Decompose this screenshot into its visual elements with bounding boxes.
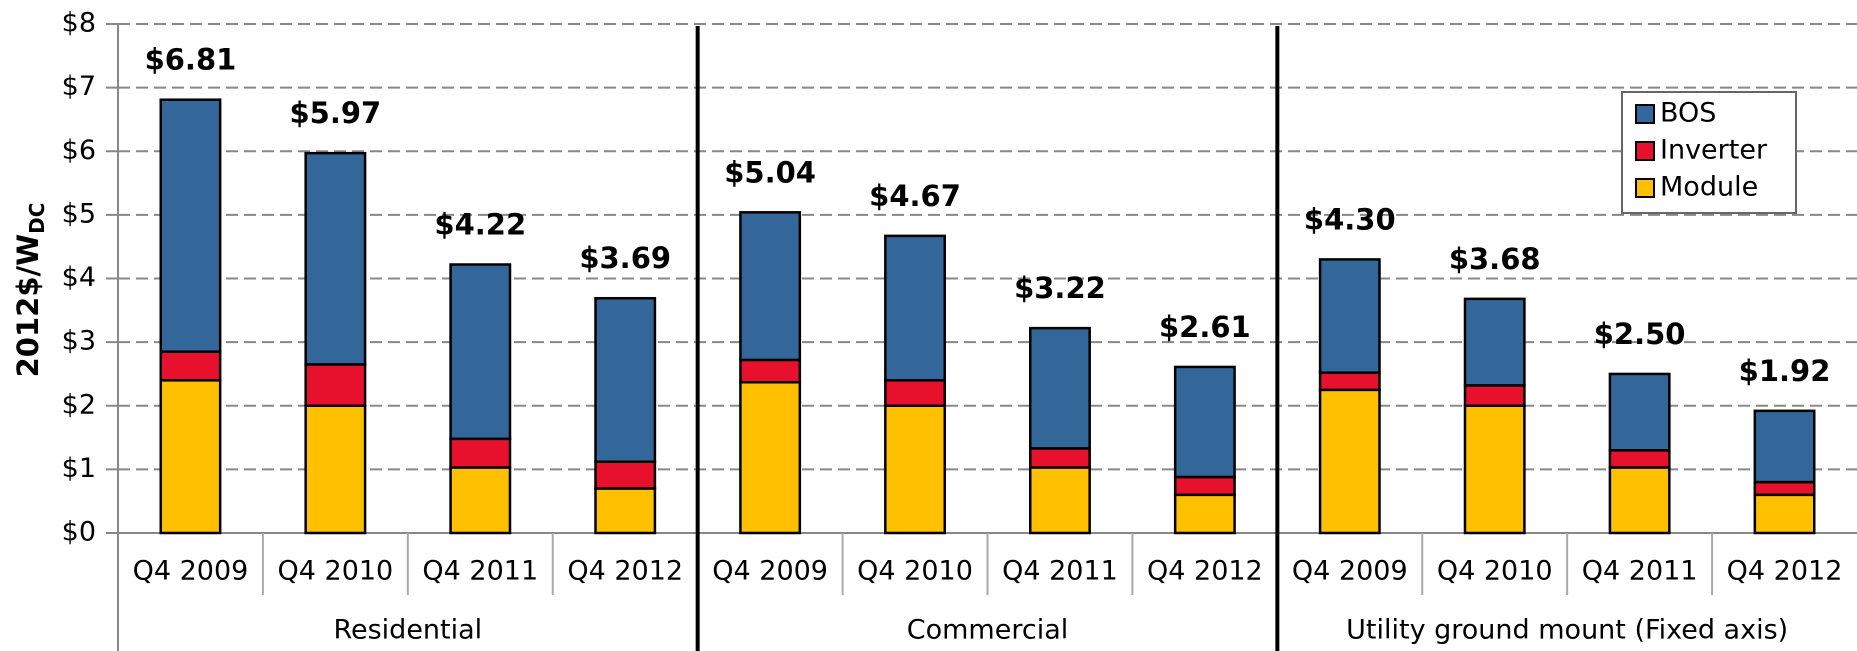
bar-segment [884, 234, 946, 382]
bar-segment [449, 466, 512, 535]
total-label: $3.22 [1014, 271, 1106, 305]
bar-segment [884, 404, 946, 535]
bar-segment [1173, 365, 1236, 479]
group-label: Utility ground mount (Fixed axis) [1346, 615, 1788, 646]
total-label: $1.92 [1739, 354, 1831, 388]
x-tick-label: Q4 2011 [1002, 556, 1118, 587]
group-label: Residential [333, 615, 482, 646]
bar-segment [1753, 409, 1816, 484]
x-tick-label: Q4 2009 [712, 556, 828, 587]
y-tick-label: $4 [62, 262, 96, 293]
bar-segment [1463, 384, 1526, 408]
bar-segment [1463, 404, 1526, 535]
x-tick-label: Q4 2010 [278, 556, 394, 587]
x-tick-label: Q4 2012 [1727, 556, 1843, 587]
bar-segment [159, 350, 222, 382]
y-tick-label: $6 [62, 135, 96, 166]
bar-segment [1318, 258, 1381, 374]
bar-segment [1608, 372, 1671, 452]
y-tick-label: $5 [62, 198, 96, 229]
bar-segment [304, 151, 367, 366]
bar-segment [1029, 326, 1091, 450]
bar-segment [449, 263, 512, 441]
bar-segment [739, 211, 802, 362]
x-tick-label: Q4 2012 [567, 556, 683, 587]
bar-segment [1318, 371, 1381, 392]
bar-segment [1029, 447, 1091, 469]
bar-segment [1029, 466, 1091, 535]
group-label: Commercial [907, 615, 1069, 646]
total-label: $4.30 [1304, 202, 1396, 236]
y-axis-label: 2012$/WDC [11, 203, 49, 378]
legend-swatch [1635, 104, 1655, 124]
x-tick-label: Q4 2009 [133, 556, 249, 587]
bar-segment [159, 98, 222, 353]
y-axis-label-main: 2012$/W [11, 234, 45, 377]
total-label: $5.97 [290, 96, 382, 130]
bar-segment [739, 380, 802, 535]
x-tick-label: Q4 2012 [1147, 556, 1263, 587]
bar-segment [449, 437, 512, 469]
legend-label: BOS [1660, 98, 1716, 129]
bar-segment [1608, 466, 1671, 535]
total-label: $6.81 [145, 43, 237, 77]
bar-segment [1173, 493, 1236, 535]
y-tick-label: $0 [62, 517, 96, 548]
bar-segment [594, 296, 657, 463]
total-label: $4.22 [434, 208, 526, 242]
y-tick-label: $3 [62, 326, 96, 357]
x-tick-label: Q4 2009 [1292, 556, 1408, 587]
bar-segment [304, 404, 367, 535]
bar-segment [594, 460, 657, 490]
total-label: $3.69 [579, 241, 671, 275]
x-tick-label: Q4 2010 [857, 556, 973, 587]
legend-label: Inverter [1660, 135, 1768, 166]
bar-segment [1463, 297, 1526, 387]
total-label: $5.04 [724, 155, 816, 189]
bar-segment [159, 379, 222, 535]
y-axis-label-sub: DC [25, 203, 49, 234]
legend-swatch [1635, 141, 1655, 161]
y-tick-label: $1 [62, 453, 96, 484]
legend-label: Module [1660, 172, 1758, 203]
legend-swatch [1635, 178, 1655, 198]
bar-segment [1753, 480, 1816, 497]
bar-segment [1173, 475, 1236, 497]
total-label: $3.68 [1449, 242, 1541, 276]
bar-segment [884, 379, 946, 407]
total-label: $4.67 [869, 179, 961, 213]
y-tick-label: $7 [62, 71, 96, 102]
bar-segment [304, 363, 367, 407]
bar-segment [594, 487, 657, 535]
x-tick-label: Q4 2011 [422, 556, 538, 587]
bar-segment [1318, 388, 1381, 535]
x-tick-label: Q4 2010 [1437, 556, 1553, 587]
bar-segment [1753, 493, 1816, 535]
bar-segment [739, 358, 802, 384]
x-tick-label: Q4 2011 [1582, 556, 1698, 587]
total-label: $2.61 [1159, 310, 1251, 344]
bar-segment [1608, 449, 1671, 469]
y-tick-label: $8 [62, 8, 96, 39]
y-tick-label: $2 [62, 389, 96, 420]
total-label: $2.50 [1594, 317, 1686, 351]
